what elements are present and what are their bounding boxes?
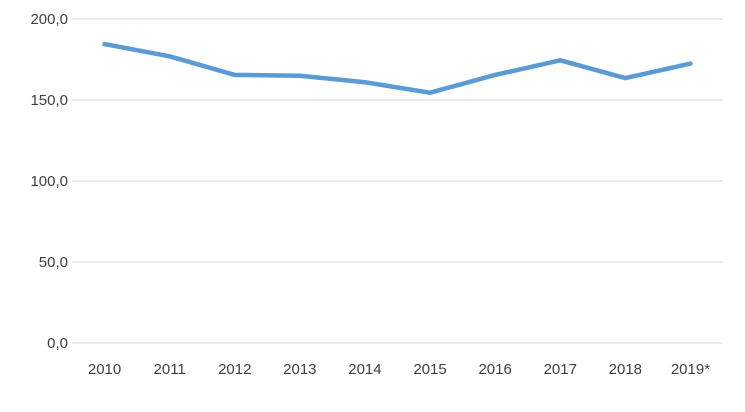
x-tick-label: 2014: [348, 361, 381, 378]
x-tick-label: 2017: [544, 361, 577, 378]
y-tick-label: 150,0: [30, 92, 68, 109]
gridlines: [72, 18, 723, 344]
x-tick-label: 2012: [218, 361, 251, 378]
y-axis-tick-labels: 0,0 50,0 100,0 150,0 200,0: [30, 11, 68, 352]
data-point: [362, 79, 368, 85]
y-tick-label: 100,0: [30, 173, 68, 190]
x-tick-label: 2016: [478, 361, 511, 378]
x-tick-label: 2010: [88, 361, 121, 378]
x-tick-label: 2019*: [671, 361, 710, 378]
series-group: [102, 41, 693, 95]
x-axis-tick-labels: 2010 2011 2012 2013 2014 2015 2016 2017 2018 2019…: [88, 361, 710, 378]
x-tick-label: 2015: [413, 361, 446, 378]
y-tick-label: 0,0: [47, 335, 68, 352]
data-point: [232, 72, 237, 78]
data-point: [427, 90, 433, 95]
y-tick-label: 50,0: [39, 254, 68, 271]
data-point: [297, 73, 303, 78]
data-point: [167, 54, 172, 59]
series-line: [102, 41, 693, 95]
data-point: [492, 72, 498, 78]
y-tick-label: 200,0: [30, 11, 68, 28]
data-point: [558, 58, 563, 63]
x-tick-label: 2013: [283, 361, 316, 378]
x-tick-label: 2011: [154, 361, 186, 378]
x-tick-label: 2018: [609, 361, 642, 378]
data-point: [102, 41, 107, 47]
data-point: [623, 75, 628, 81]
data-point: [688, 61, 693, 66]
